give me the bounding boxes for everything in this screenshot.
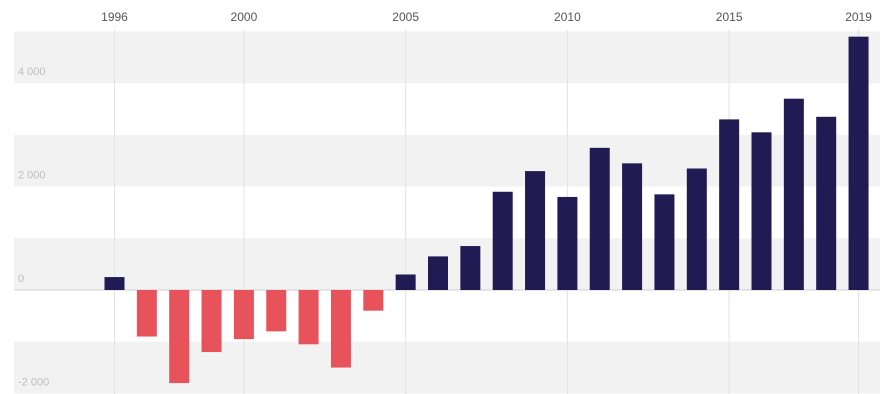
x-tick-label: 1996: [101, 10, 128, 24]
bar: [557, 196, 578, 290]
bar: [298, 290, 319, 345]
x-tick-label: 2000: [231, 10, 258, 24]
bar: [363, 290, 384, 311]
y-tick-label: 0: [18, 273, 24, 285]
bar: [719, 119, 740, 290]
bar: [330, 290, 351, 368]
x-tick-label: 2015: [716, 10, 743, 24]
bar: [492, 191, 513, 290]
bar: [428, 256, 448, 290]
bar: [266, 290, 287, 332]
bar: [654, 194, 675, 290]
bar: [686, 168, 707, 290]
bar: [104, 277, 125, 290]
y-axis-ticks: 4 000 2 000 0 -2 000: [18, 66, 49, 388]
bar: [783, 98, 804, 291]
bar: [751, 132, 772, 290]
bar: [525, 171, 546, 290]
bar: [816, 116, 837, 291]
bar: [233, 290, 254, 340]
bar: [460, 246, 481, 290]
x-tick-label: 2005: [392, 10, 419, 24]
bar: [169, 290, 190, 384]
background-band: [14, 341, 880, 394]
y-tick-label: 2 000: [18, 170, 46, 182]
x-axis-ticks: 1996 2000 2005 2010 2015 2019: [101, 10, 872, 24]
x-tick-label: 2010: [554, 10, 581, 24]
y-tick-label: 4 000: [18, 66, 46, 78]
vertical-gridlines: [114, 30, 860, 394]
background-bands: [14, 31, 880, 394]
bar: [136, 290, 157, 337]
bars: [104, 36, 869, 384]
bar: [589, 147, 610, 290]
x-tick-label: 2019: [845, 10, 872, 24]
background-band: [14, 31, 880, 84]
y-tick-label: -2 000: [18, 376, 49, 388]
bar: [201, 290, 222, 353]
background-band: [14, 134, 880, 187]
bar: [395, 274, 416, 290]
bar: [848, 36, 869, 290]
bar: [622, 163, 643, 290]
